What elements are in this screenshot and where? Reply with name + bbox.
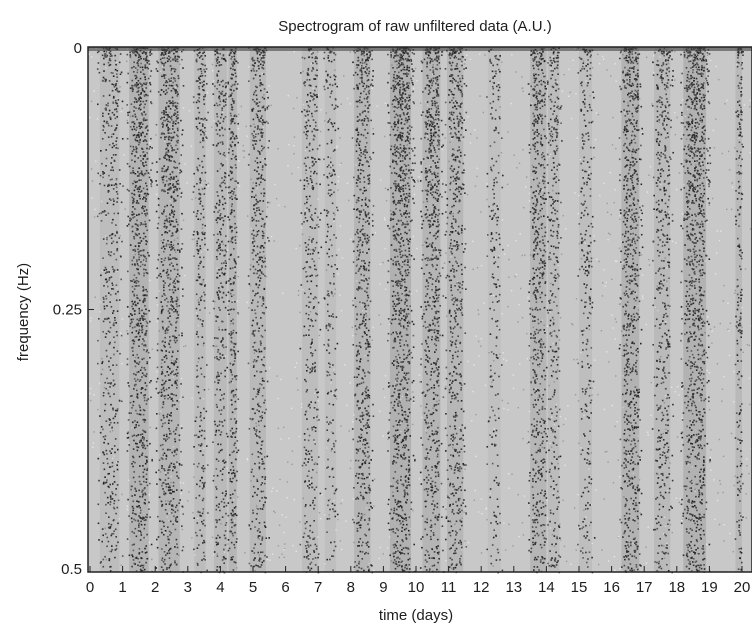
x-tick-label: 1 (118, 579, 126, 596)
x-tick-label: 17 (636, 579, 653, 596)
spectrogram-band (577, 47, 596, 574)
x-tick-label: 19 (701, 579, 718, 596)
x-tick-label: 9 (379, 579, 387, 596)
x-tick-label: 8 (347, 579, 355, 596)
x-tick-label: 11 (441, 579, 457, 596)
x-tick-label: 10 (408, 579, 425, 596)
y-tick-label: 0.5 (61, 561, 82, 578)
x-tick-label: 13 (505, 579, 522, 596)
spectrogram-band (618, 47, 644, 573)
spectrogram-band (444, 47, 468, 574)
x-tick-label: 7 (314, 579, 322, 596)
x-tick-label: 5 (249, 579, 257, 596)
x-axis-label: time (days) (379, 607, 453, 624)
light-speckle (88, 47, 752, 572)
spectrogram-band (299, 47, 323, 574)
y-axis-label: frequency (Hz) (15, 263, 32, 361)
spectrogram-band (486, 48, 504, 574)
x-tick-label: 15 (571, 579, 588, 596)
plot-frame (87, 46, 752, 573)
spectrogram-band (247, 47, 270, 574)
spectrogram-band (192, 47, 209, 574)
spectrogram-band (96, 47, 124, 572)
plot-area (88, 47, 752, 574)
chart-title: Spectrogram of raw unfiltered data (A.U.… (278, 18, 551, 35)
x-tick-label: 16 (603, 579, 620, 596)
spectrogram-band (387, 47, 416, 573)
x-tick-label: 3 (184, 579, 192, 596)
spectrogram-band (323, 47, 340, 572)
spectrogram-band (734, 47, 744, 572)
x-tick-label: 20 (734, 579, 751, 596)
spectrogram-band (351, 47, 375, 574)
spectrogram-band (419, 47, 445, 573)
x-tick-label: 0 (86, 579, 94, 596)
x-tick-label: 14 (538, 579, 555, 596)
y-tick-label: 0.25 (53, 302, 82, 319)
x-tick-label: 2 (151, 579, 159, 596)
x-tick-label: 12 (473, 579, 490, 596)
x-axis-ticks: 0 1 2 3 4 5 6 7 8 9 10 11 12 13 14 15 16 17 18 19 20 (86, 566, 751, 596)
spectrogram-band (546, 47, 563, 574)
x-tick-label: 4 (216, 579, 224, 596)
y-tick-label: 0 (74, 40, 82, 57)
spectrogram-background (88, 47, 752, 572)
low-frequency-strip (88, 47, 752, 51)
spectrogram-band (126, 47, 154, 573)
spectrogram-band (227, 47, 240, 572)
x-tick-label: 6 (281, 579, 289, 596)
spectrogram-band (651, 47, 675, 574)
spectrogram-band (527, 47, 551, 574)
spectrogram-band (212, 47, 231, 574)
spectrogram-band (680, 47, 712, 573)
x-tick-label: 18 (668, 579, 685, 596)
